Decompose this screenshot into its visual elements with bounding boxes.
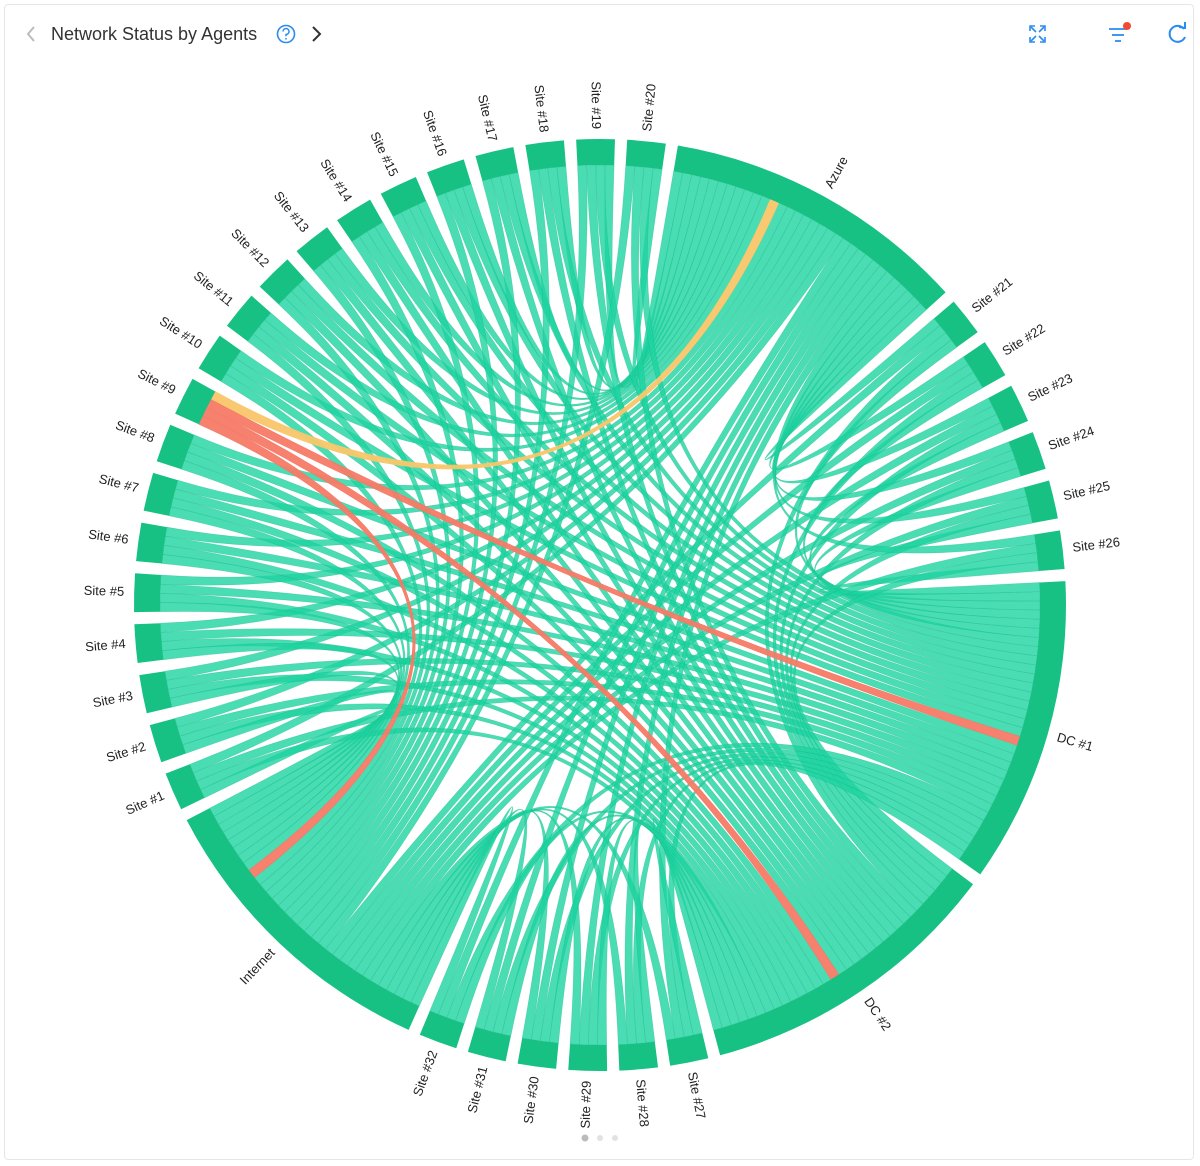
node-arc [568, 1043, 608, 1072]
node-arc [427, 159, 472, 197]
back-button[interactable] [26, 26, 35, 42]
chords [159, 164, 1041, 1046]
filter-icon[interactable] [1109, 22, 1131, 42]
node-label: Site #21 [969, 274, 1016, 315]
node-arc [419, 1010, 465, 1049]
node-label: Site #12 [228, 226, 272, 271]
page-dot[interactable] [597, 1135, 603, 1141]
node-label: Site #23 [1025, 370, 1074, 404]
node-label: DC #2 [861, 995, 894, 1034]
page-dot[interactable] [612, 1135, 618, 1141]
expand-icon[interactable] [1029, 25, 1046, 43]
node-label: Site #11 [191, 268, 237, 309]
node-label: Site #13 [271, 188, 312, 235]
node-arc [134, 623, 164, 664]
chart-title: Network Status by Agents [51, 24, 257, 44]
node-arc [133, 573, 162, 613]
node-label: Site #1 [123, 788, 166, 818]
node-arc [165, 764, 205, 810]
node-label: Site #18 [531, 84, 552, 133]
refresh-arrow [1178, 22, 1186, 30]
node-arc [713, 868, 974, 1056]
help-circle [276, 24, 296, 44]
node-arc [963, 342, 1006, 388]
node-label: Internet [237, 945, 278, 988]
node-label: Site #10 [157, 313, 205, 352]
node-label: Site #25 [1062, 478, 1112, 503]
node-arc [198, 335, 241, 382]
chord [446, 742, 989, 1022]
node-label: Site #28 [633, 1079, 652, 1128]
node-arc [143, 472, 179, 516]
filter-badge [1123, 22, 1131, 30]
expand-corners [1029, 25, 1046, 43]
node-arc [259, 259, 305, 305]
node-arcs [133, 138, 1067, 1072]
node-label: Site #9 [135, 366, 178, 398]
node-arc [136, 522, 167, 564]
node-arc [1034, 530, 1065, 571]
node-arc [933, 301, 978, 348]
node-label: Site #6 [87, 526, 129, 546]
help-mark [282, 27, 290, 37]
help-icon[interactable] [276, 24, 296, 44]
node-label: Azure [821, 154, 850, 191]
node-label: Site #16 [420, 108, 450, 158]
node-arc [525, 140, 566, 171]
node-label: Site #8 [114, 417, 157, 445]
node-label: Site #22 [999, 321, 1047, 359]
node-label: Site #4 [85, 636, 127, 654]
help-dot [285, 37, 287, 40]
node-label: Site #3 [91, 688, 134, 710]
node-label: Site #29 [578, 1081, 594, 1129]
node-label: Site #17 [475, 93, 500, 143]
node-label: DC #1 [1055, 729, 1095, 754]
node-label: Site #15 [367, 129, 401, 178]
expand-arrows [1030, 26, 1045, 42]
node-arc [666, 1032, 709, 1066]
node-arc [186, 808, 420, 1030]
node-label: Site #5 [84, 583, 125, 599]
node-arc [1024, 480, 1058, 524]
node-label: Site #14 [317, 156, 355, 204]
node-arc [380, 176, 427, 217]
node-label: Site #27 [685, 1071, 709, 1121]
node-arc [139, 671, 173, 714]
node-arc [296, 227, 343, 272]
node-arc [576, 138, 615, 166]
chord [210, 198, 780, 470]
node-arc [625, 139, 666, 170]
node-arc [673, 145, 946, 310]
chord [437, 237, 852, 1018]
node-arc [517, 1038, 559, 1069]
next-button[interactable] [312, 26, 322, 42]
node-arc [959, 581, 1067, 875]
node-label: Site #19 [589, 81, 604, 129]
node-arc [988, 385, 1029, 432]
node-label: Site #2 [104, 739, 147, 765]
node-arc [337, 199, 383, 242]
node-label: Site #31 [464, 1065, 490, 1115]
node-arc [475, 147, 519, 181]
node-label: Site #26 [1072, 534, 1121, 555]
node-arc [156, 424, 195, 470]
node-label: Site #24 [1046, 423, 1096, 453]
node-arc [618, 1041, 659, 1071]
node-label: Site #20 [639, 83, 659, 132]
node-arc [226, 295, 271, 342]
node-label: Site #30 [520, 1075, 541, 1124]
widget-frame [4, 4, 1194, 1160]
node-arc [175, 378, 216, 425]
node-arc [149, 718, 186, 763]
page-dot-active[interactable] [581, 1134, 589, 1142]
node-label: Site #32 [410, 1048, 441, 1098]
node-arc [467, 1026, 511, 1062]
node-arc [1008, 432, 1046, 477]
node-label: Site #7 [97, 471, 140, 495]
